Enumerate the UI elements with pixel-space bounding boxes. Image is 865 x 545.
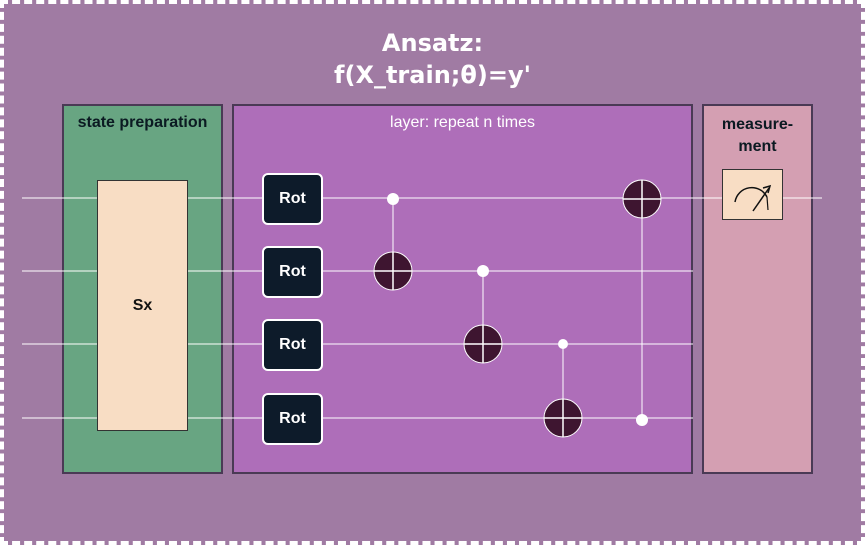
cnot-connectors (392, 199, 643, 420)
measurement-section: measure- ment (702, 104, 813, 474)
control-dots (387, 193, 648, 426)
rot-gate-label: Rot (279, 336, 306, 353)
rot-gate-label: Rot (279, 190, 306, 207)
cnot-target-icon (622, 179, 662, 219)
rot-gate-2: Rot (262, 319, 323, 371)
layer-label: layer: repeat n times (390, 114, 535, 131)
control-dot-icon (636, 414, 648, 426)
title-line-2: f(X_train;θ)=y' (334, 61, 531, 89)
rot-gate-label: Rot (279, 263, 306, 280)
rot-gate-0: Rot (262, 173, 323, 225)
cnot-target-icon (463, 324, 503, 364)
cnot-target-icon (373, 251, 413, 291)
title-line-1: Ansatz: (381, 29, 484, 57)
state-prep-gate-label: Sx (132, 296, 153, 314)
measurement-label-line-2: ment (738, 138, 777, 155)
measurement-meter-icon (734, 184, 772, 212)
state-preparation-label: state preparation (77, 114, 208, 131)
state-prep-gate: Sx (97, 180, 188, 431)
measurement-label: measure- ment (704, 114, 811, 158)
rot-gate-label: Rot (279, 410, 306, 427)
cnot-targets (373, 179, 662, 438)
measurement-gate (722, 169, 783, 220)
control-dot-icon (477, 265, 489, 277)
control-dot-icon (558, 339, 568, 349)
rot-gate-1: Rot (262, 246, 323, 298)
control-dot-icon (387, 193, 399, 205)
measurement-label-line-1: measure- (721, 116, 794, 133)
rot-gate-3: Rot (262, 393, 323, 445)
cnot-target-icon (543, 398, 583, 438)
